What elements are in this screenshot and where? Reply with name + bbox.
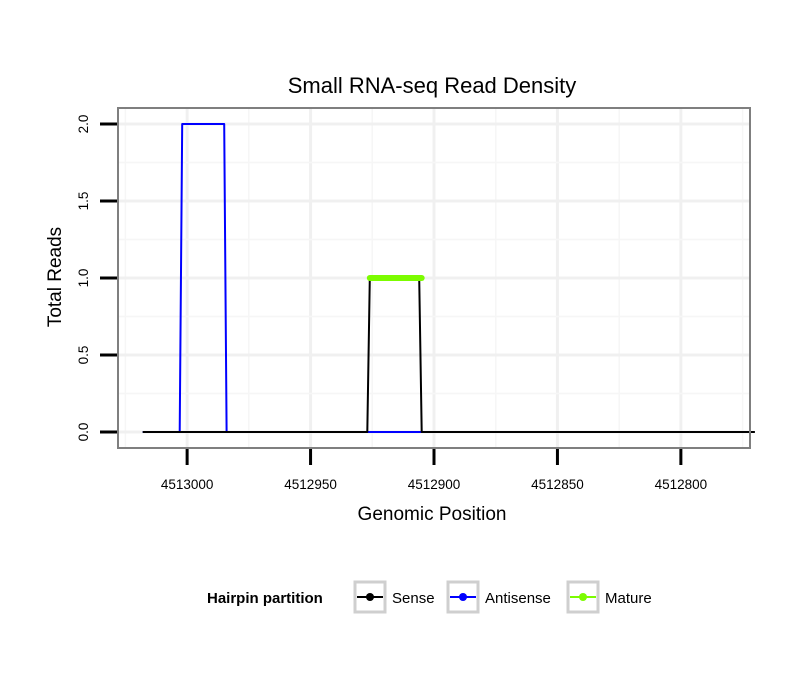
x-tick-label: 4512900 <box>408 477 461 492</box>
legend: Hairpin partition Sense Antisense Mature <box>207 580 652 614</box>
legend-label: Antisense <box>485 590 551 607</box>
y-tick-label: 0.0 <box>76 423 91 442</box>
legend-key-point <box>579 593 587 601</box>
legend-title: Hairpin partition <box>207 590 323 607</box>
y-tick-label: 0.5 <box>76 346 91 365</box>
y-tick-label: 2.0 <box>76 115 91 134</box>
legend-key-point <box>366 593 374 601</box>
grid-lines <box>118 108 750 448</box>
x-axis-title: Genomic Position <box>358 504 507 525</box>
plot-border <box>117 107 751 449</box>
x-axis: 4513000 4512950 4512900 4512850 4512800 <box>161 449 707 492</box>
x-tick-label: 4512950 <box>284 477 337 492</box>
y-tick-label: 1.0 <box>76 269 91 288</box>
y-tick-label: 1.5 <box>76 192 91 211</box>
y-axis-title: Total Reads <box>45 227 66 327</box>
x-tick-label: 4513000 <box>161 477 214 492</box>
x-tick-label: 4512800 <box>655 477 708 492</box>
legend-label: Mature <box>605 590 652 607</box>
series-layer <box>142 123 755 433</box>
legend-item-mature: Mature <box>566 580 652 614</box>
legend-key-point <box>459 593 467 601</box>
legend-item-antisense: Antisense <box>446 580 551 614</box>
x-tick-label: 4512850 <box>531 477 584 492</box>
chart-title: Small RNA-seq Read Density <box>288 73 577 98</box>
legend-item-sense: Sense <box>353 580 435 614</box>
y-axis: 0.0 0.5 1.0 1.5 2.0 <box>76 115 117 442</box>
legend-label: Sense <box>392 590 435 607</box>
